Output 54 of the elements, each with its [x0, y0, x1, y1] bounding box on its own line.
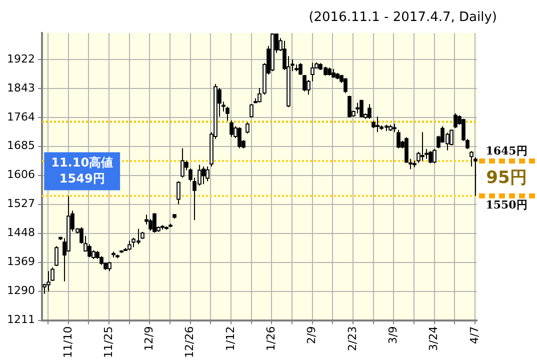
- y-tick-label: 1606: [6, 168, 35, 182]
- y-tick-label: 1527: [6, 197, 35, 210]
- candlestick: [428, 150, 432, 164]
- candlestick: [396, 129, 400, 149]
- candlestick: [360, 99, 364, 118]
- candlestick: [128, 240, 132, 251]
- candlestick: [302, 74, 306, 92]
- candlestick: [206, 166, 210, 182]
- x-tick-label: 2/9: [305, 326, 318, 344]
- candlestick: [258, 88, 262, 103]
- candlestick: [432, 148, 436, 164]
- text: 95円: [486, 168, 527, 188]
- candlestick: [250, 104, 254, 118]
- y-tick-label: 1843: [6, 81, 35, 94]
- candlestick: [202, 166, 206, 185]
- x-tick-label: 11/25: [102, 326, 115, 358]
- x-tick-label: 3/9: [386, 326, 400, 344]
- candlestick: [230, 120, 234, 138]
- ref-line-label: 1550円: [486, 198, 528, 212]
- candlestick: [368, 104, 372, 120]
- candlestick: [344, 78, 348, 94]
- y-tick-label: 1764: [6, 110, 35, 124]
- candlestick: [246, 122, 250, 134]
- candlestick: [152, 212, 156, 234]
- y-tick-label: 1922: [6, 52, 35, 66]
- y-tick-label: 1211: [6, 313, 35, 326]
- y-tick-label: 1369: [6, 255, 35, 268]
- ref-line-label: 1645円: [486, 144, 528, 158]
- y-tick-label: 1290: [6, 284, 35, 298]
- x-tick-label: 11/10: [61, 326, 74, 358]
- y-tick-label: 1448: [6, 226, 35, 240]
- candlestick: [176, 180, 180, 205]
- candlestick: [238, 126, 242, 149]
- candlestick: [88, 244, 92, 258]
- x-tick-label: 12/26: [183, 326, 196, 358]
- x-tick-label: 1/12: [224, 326, 237, 352]
- candlestick: [180, 148, 184, 178]
- candlestick: [420, 132, 424, 162]
- x-tick-label: 2/23: [346, 326, 359, 352]
- candlestick: [46, 270, 50, 292]
- x-tick-label: 4/7: [468, 326, 481, 344]
- candlestick: [376, 116, 380, 133]
- candlestick: [54, 246, 58, 266]
- annotation: 11.10高値 1549円: [51, 155, 114, 186]
- candlestick: [356, 102, 360, 114]
- x-tick-label: 3/24: [427, 326, 440, 352]
- candlestick: [454, 112, 458, 129]
- x-tick-label: 12/9: [142, 326, 156, 352]
- candlestick: [348, 95, 352, 118]
- candlestick: [470, 150, 474, 168]
- candlestick: [298, 62, 302, 76]
- y-tick-label: 1685: [6, 139, 35, 152]
- chart-subtitle: (2016.11.1 - 2017.4.7, Daily): [308, 10, 497, 25]
- x-tick-label: 1/26: [264, 326, 278, 352]
